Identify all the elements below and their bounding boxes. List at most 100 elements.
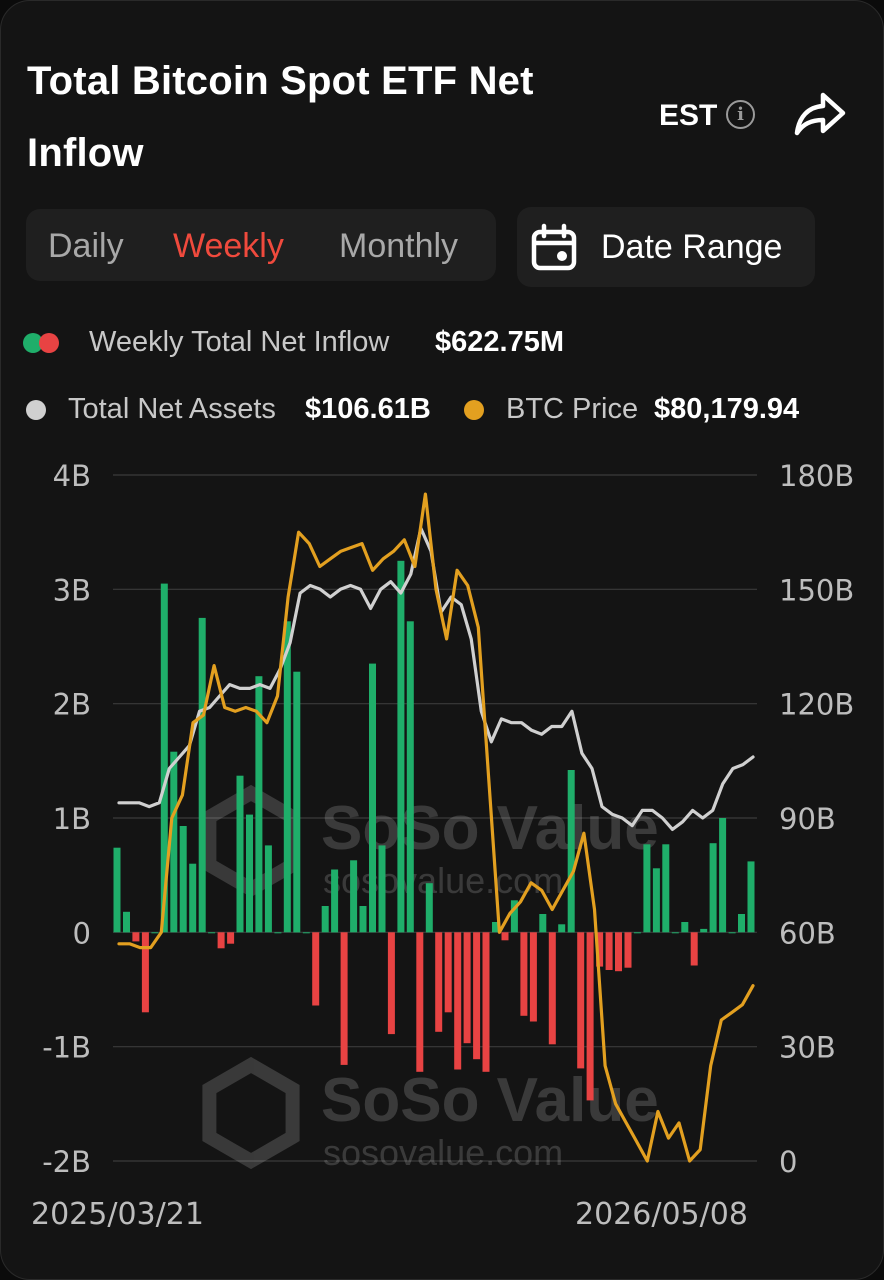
inflow-bar <box>728 932 736 934</box>
inflow-bar <box>113 847 121 933</box>
inflow-bar <box>662 844 670 933</box>
inflow-bar <box>633 932 641 934</box>
inflow-bar <box>378 845 386 933</box>
inflow-bar <box>454 932 462 1070</box>
right-tick-label: 90B <box>779 802 836 836</box>
tab-weekly[interactable]: Weekly <box>173 227 284 265</box>
inflow-bar <box>719 818 727 933</box>
inflow-bar <box>397 560 405 933</box>
inflow-bar <box>548 932 556 1045</box>
left-tick-label: 4B <box>53 459 91 493</box>
inflow-bar <box>369 663 376 933</box>
inflow-bar <box>236 775 244 933</box>
x-axis-end-label: 2026/05/08 <box>575 1197 748 1232</box>
left-tick-label: -1B <box>42 1031 91 1065</box>
inflow-bar <box>444 932 452 1013</box>
inflow-bar <box>709 843 717 933</box>
inflow-bar <box>577 932 585 1069</box>
inflow-bar <box>170 751 178 933</box>
inflow-bar <box>340 932 348 1065</box>
inflow-bar <box>312 932 320 1006</box>
inflow-bar <box>747 861 755 933</box>
inflow-bar <box>302 932 310 934</box>
inflow-bar <box>227 932 235 944</box>
inflow-bar <box>293 671 301 933</box>
left-tick-label: -2B <box>42 1145 91 1179</box>
inflow-bar <box>151 932 159 934</box>
inflow-bar <box>387 932 395 1035</box>
inflow-bar <box>596 932 604 967</box>
inflow-bar <box>255 676 263 933</box>
tab-daily[interactable]: Daily <box>48 227 124 265</box>
watermark-site: sosovalue.com <box>323 1132 563 1173</box>
inflow-bar <box>473 932 481 1060</box>
inflow-bar <box>246 814 253 933</box>
inflow-negative-dot <box>39 333 59 353</box>
inflow-bar <box>198 617 206 933</box>
watermark-brand: SoSo Value <box>321 1066 659 1135</box>
legend-assets-price: Total Net Assets $106.61B BTC Price $80,… <box>1 390 883 430</box>
price-dot <box>464 400 484 420</box>
inflow-bar <box>274 932 282 934</box>
inflow-bar <box>217 932 225 949</box>
date-range-button[interactable]: Date Range <box>517 207 815 287</box>
inflow-bar <box>643 844 651 933</box>
inflow-bar <box>189 863 197 933</box>
price-label: BTC Price <box>506 393 639 425</box>
total-net-assets-line <box>117 526 755 831</box>
info-icon[interactable]: i <box>726 100 755 129</box>
inflow-bar <box>690 932 698 966</box>
period-tabs: Daily Weekly Monthly <box>26 209 496 281</box>
inflow-bar <box>123 911 130 933</box>
inflow-bar <box>700 928 708 933</box>
right-tick-label: 180B <box>779 459 854 493</box>
inflow-bar <box>416 932 424 1072</box>
right-tick-label: 0 <box>779 1145 797 1179</box>
inflow-bar <box>605 932 613 970</box>
inflow-bar <box>331 869 339 933</box>
inflow-bar <box>160 583 168 933</box>
inflow-bar <box>283 621 291 933</box>
inflow-bar <box>406 621 414 933</box>
calendar-icon <box>531 223 577 271</box>
inflow-bar <box>539 914 547 933</box>
page-title: Total Bitcoin Spot ETF Net Inflow <box>27 59 534 175</box>
inflow-bar <box>529 932 537 1022</box>
inflow-bar <box>463 932 471 1044</box>
legend-inflow: Weekly Total Net Inflow $622.75M <box>1 323 883 363</box>
inflow-bar <box>681 922 689 933</box>
inflow-bar <box>425 883 433 933</box>
inflow-bar <box>510 900 518 933</box>
assets-value: $106.61B <box>305 393 431 425</box>
x-axis-start-label: 2025/03/21 <box>31 1197 204 1232</box>
inflow-bar <box>558 924 566 933</box>
left-tick-label: 0 <box>73 916 91 950</box>
inflow-bar <box>359 906 367 933</box>
inflow-label: Weekly Total Net Inflow <box>89 326 390 358</box>
right-tick-label: 150B <box>779 573 854 607</box>
inflow-bar <box>264 845 272 933</box>
right-tick-label: 120B <box>779 688 854 722</box>
btc-price-line <box>117 492 755 1163</box>
left-tick-label: 1B <box>53 802 91 836</box>
inflow-bar <box>520 932 528 1016</box>
assets-label: Total Net Assets <box>68 393 276 425</box>
watermark-logo-icon <box>202 1056 300 1170</box>
inflow-bar <box>652 868 660 933</box>
right-tick-label: 30B <box>779 1031 836 1065</box>
inflow-bar <box>624 932 632 968</box>
inflow-bar <box>738 914 745 933</box>
inflow-chart: 4B 3B 2B 1B 0 -1B -2B 180B 150B 120B 90B 60B 30B 0 SoS… <box>42 459 854 1179</box>
left-tick-label: 3B <box>53 573 91 607</box>
right-tick-label: 60B <box>779 916 836 950</box>
price-value: $80,179.94 <box>654 393 800 425</box>
timezone-label[interactable]: EST <box>659 99 718 132</box>
inflow-bar <box>141 932 149 1013</box>
share-icon[interactable] <box>793 89 847 139</box>
inflow-bar <box>586 932 594 1101</box>
tab-monthly[interactable]: Monthly <box>339 227 459 265</box>
inflow-positive-dot <box>23 333 43 353</box>
inflow-bar <box>615 932 622 972</box>
